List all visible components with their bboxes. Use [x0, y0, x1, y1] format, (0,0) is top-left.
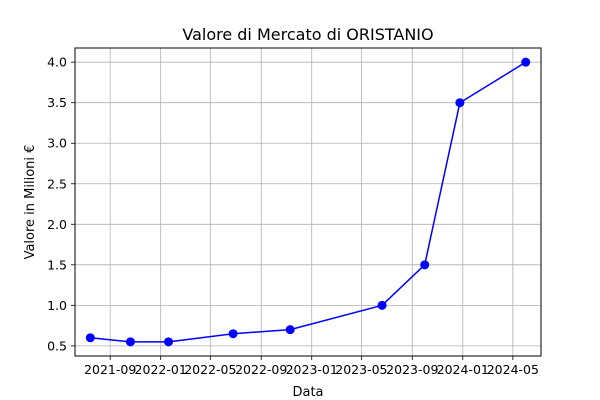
x-tick-label: 2023-01 — [286, 362, 338, 377]
data-point — [455, 98, 465, 108]
chart-title: Valore di Mercato di ORISTANIO — [182, 25, 433, 44]
data-point — [125, 337, 135, 347]
x-tick-label: 2022-05 — [184, 362, 236, 377]
x-tick-label: 2023-09 — [386, 362, 438, 377]
y-tick-label: 3.5 — [47, 95, 67, 110]
grid — [75, 48, 541, 356]
x-tick-label: 2021-09 — [84, 362, 136, 377]
y-tick-label: 0.5 — [47, 338, 67, 353]
data-point — [377, 300, 387, 310]
data-point — [285, 325, 295, 335]
x-axis-label: Data — [292, 385, 323, 400]
y-tick-label: 3.0 — [47, 136, 67, 151]
y-tick-label: 1.5 — [47, 257, 67, 272]
data-point — [228, 329, 238, 339]
y-axis-label: Valore in Milioni € — [23, 145, 38, 260]
data-point — [521, 57, 531, 67]
x-tick-label: 2024-01 — [437, 362, 489, 377]
y-tick-label: 1.0 — [47, 298, 67, 313]
axis-ticks: 2021-092022-012022-052022-092023-012023-… — [47, 55, 539, 377]
data-point — [420, 260, 430, 270]
x-tick-label: 2024-05 — [487, 362, 539, 377]
x-tick-label: 2022-01 — [135, 362, 187, 377]
x-tick-label: 2022-09 — [235, 362, 287, 377]
x-tick-label: 2023-05 — [335, 362, 387, 377]
data-point — [85, 333, 95, 343]
y-tick-label: 2.0 — [47, 217, 67, 232]
series-layer — [85, 57, 531, 347]
y-tick-label: 4.0 — [47, 55, 67, 70]
y-tick-label: 2.5 — [47, 176, 67, 191]
data-point — [164, 337, 174, 347]
plot-frame — [74, 47, 542, 357]
